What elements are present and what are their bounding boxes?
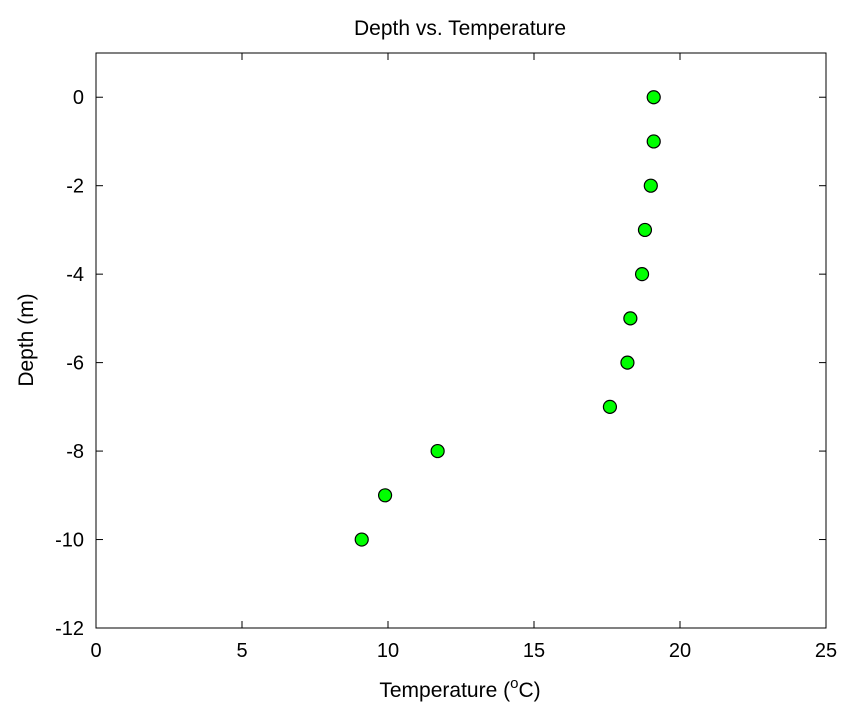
data-point-5: [623, 311, 638, 326]
y-tick-label-2: -4: [66, 264, 84, 286]
data-point-9: [377, 488, 393, 503]
y-tick-label-0: 0: [73, 87, 84, 109]
x-tick-label-5: 25: [815, 640, 837, 662]
y-tick-label-1: -2: [66, 176, 84, 198]
x-tick-label-3: 15: [523, 640, 545, 662]
plot-area: [95, 52, 827, 629]
x-tick-label-1: 5: [236, 640, 247, 662]
y-tick-label-3: -6: [66, 353, 84, 375]
data-point-1: [646, 134, 661, 149]
x-axis-label: Temperature (oC): [379, 675, 540, 702]
x-axis-label-prefix: Temperature (: [379, 679, 510, 702]
y-tick-label-6: -12: [55, 618, 84, 640]
y-tick-label-4: -8: [66, 441, 84, 463]
chart-title: Depth vs. Temperature: [354, 17, 566, 40]
data-point-3: [637, 222, 653, 238]
data-point-10: [354, 532, 369, 547]
x-axis-label-suffix: C): [518, 679, 540, 702]
x-axis-label-superscript: o: [510, 675, 518, 692]
y-axis-label: Depth (m): [15, 293, 38, 386]
data-point-7: [602, 399, 618, 414]
data-point-0: [646, 90, 661, 105]
data-point-4: [634, 267, 650, 282]
data-point-8: [430, 443, 445, 459]
data-point-6: [620, 355, 635, 370]
x-tick-label-2: 10: [377, 640, 399, 662]
x-tick-label-4: 20: [669, 640, 691, 662]
y-tick-label-5: -10: [55, 530, 84, 552]
data-point-2: [643, 178, 658, 193]
data-points: [354, 90, 661, 547]
x-tick-label-0: 0: [90, 640, 101, 662]
axis-ticks: 0 5 10 15 20 25 0 -2 -4 -6 -8 -10 -12: [55, 53, 837, 662]
